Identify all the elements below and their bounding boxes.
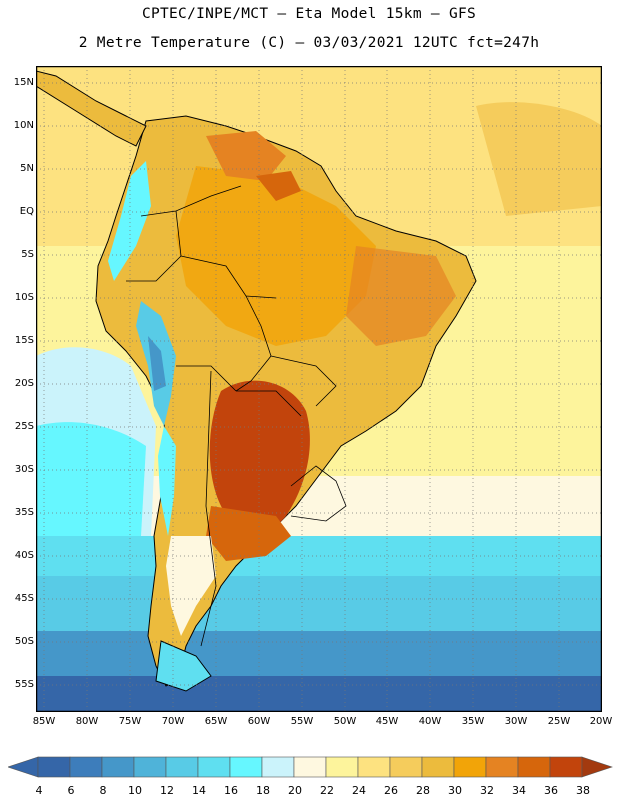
lon-label-65w: 65W — [204, 716, 228, 727]
lon-label-70w: 70W — [161, 716, 185, 727]
lon-label-40w: 40W — [418, 716, 442, 727]
colorbar-label-8: 8 — [99, 784, 107, 797]
lat-label-15s: 15S — [14, 335, 34, 346]
lat-label-45s: 45S — [14, 593, 34, 604]
colorbar-segment — [421, 756, 455, 778]
colorbar-segment — [517, 756, 551, 778]
colorbar-segment — [357, 756, 391, 778]
colorbar-segment — [549, 756, 583, 778]
lat-label-25s: 25S — [14, 421, 34, 432]
lat-label-10n: 10N — [13, 120, 34, 131]
colorbar-arrow-low — [7, 756, 39, 778]
colorbar-segment — [293, 756, 327, 778]
tierra-del-fuego — [155, 640, 212, 692]
country-borders — [126, 185, 347, 647]
lat-label-40s: 40S — [14, 550, 34, 561]
lat-label-35s: 35S — [14, 507, 34, 518]
lon-label-30w: 30W — [504, 716, 528, 727]
colorbar-segment — [261, 756, 295, 778]
colorbar-label-10: 10 — [128, 784, 142, 797]
colorbar-label-4: 4 — [35, 784, 43, 797]
map-canvas — [36, 66, 602, 712]
temperature-map — [36, 66, 602, 712]
northeast-warm-zone — [346, 246, 456, 346]
lat-label-10s: 10S — [14, 292, 34, 303]
guiana-hot-zone — [256, 171, 301, 201]
patagonia-cool — [166, 536, 216, 636]
lat-label-50s: 50S — [14, 636, 34, 647]
colorbar-segment — [69, 756, 103, 778]
lon-label-60w: 60W — [247, 716, 271, 727]
colorbar-segment — [485, 756, 519, 778]
ocean-band-coldest — [36, 676, 602, 712]
lat-label-5n: 5N — [20, 163, 34, 174]
ocean-band-cold — [36, 576, 602, 631]
pacific-cold-zone — [36, 422, 146, 536]
colorbar-label-18: 18 — [256, 784, 270, 797]
colorbar-label-6: 6 — [67, 784, 75, 797]
lon-label-50w: 50W — [333, 716, 357, 727]
andes-peaks — [148, 336, 166, 391]
colorbar-label-16: 16 — [224, 784, 238, 797]
colorbar-label-20: 20 — [288, 784, 302, 797]
colorbar-segment — [453, 756, 487, 778]
gran-chaco-heat — [209, 380, 310, 533]
colorbar-segment — [389, 756, 423, 778]
lon-label-55w: 55W — [290, 716, 314, 727]
lon-label-25w: 25W — [547, 716, 571, 727]
colorbar-label-26: 26 — [384, 784, 398, 797]
colorbar-label-36: 36 — [544, 784, 558, 797]
colorbar-segment — [197, 756, 231, 778]
central-america — [36, 70, 147, 147]
colorbar-segment — [165, 756, 199, 778]
lat-label-30s: 30S — [14, 464, 34, 475]
andes-cold-south — [158, 426, 176, 536]
map-title: CPTEC/INPE/MCT – Eta Model 15km – GFS — [141, 6, 477, 22]
map-subtitle: 2 Metre Temperature (C) – 03/03/2021 12U… — [78, 35, 540, 51]
colorbar-arrow-high — [581, 756, 613, 778]
colorbar-label-32: 32 — [480, 784, 494, 797]
colorbar-segment — [325, 756, 359, 778]
colorbar-label-24: 24 — [352, 784, 366, 797]
pampas-heat — [206, 506, 291, 561]
andes-cold-north — [108, 161, 151, 281]
colorbar-label-14: 14 — [192, 784, 206, 797]
colorbar-segment — [101, 756, 135, 778]
lon-label-75w: 75W — [118, 716, 142, 727]
lon-label-80w: 80W — [75, 716, 99, 727]
colorbar-label-30: 30 — [448, 784, 462, 797]
lat-label-55s: 55S — [14, 679, 34, 690]
amazon-warm-zone — [176, 166, 376, 346]
atlantic-warm-patch — [476, 102, 602, 216]
lat-label-eq: EQ — [19, 206, 34, 217]
colorbar-label-22: 22 — [320, 784, 334, 797]
colorbar-label-28: 28 — [416, 784, 430, 797]
colorbar-label-12: 12 — [160, 784, 174, 797]
temperature-colorbar — [7, 753, 616, 781]
colorbar-segment — [37, 756, 71, 778]
colorbar-segment — [133, 756, 167, 778]
colorbar-segment — [229, 756, 263, 778]
lon-label-20w: 20W — [589, 716, 613, 727]
orinoco-hot-zone — [206, 131, 286, 181]
lon-label-45w: 45W — [375, 716, 399, 727]
lon-label-35w: 35W — [461, 716, 485, 727]
lat-label-15n: 15N — [13, 77, 34, 88]
colorbar-canvas — [7, 756, 613, 778]
lat-label-20s: 20S — [14, 378, 34, 389]
lon-label-85w: 85W — [32, 716, 56, 727]
colorbar-label-38: 38 — [576, 784, 590, 797]
map-border — [36, 66, 602, 712]
lat-label-5s: 5S — [21, 249, 34, 260]
colorbar-label-34: 34 — [512, 784, 526, 797]
ocean-band-colder — [36, 631, 602, 676]
